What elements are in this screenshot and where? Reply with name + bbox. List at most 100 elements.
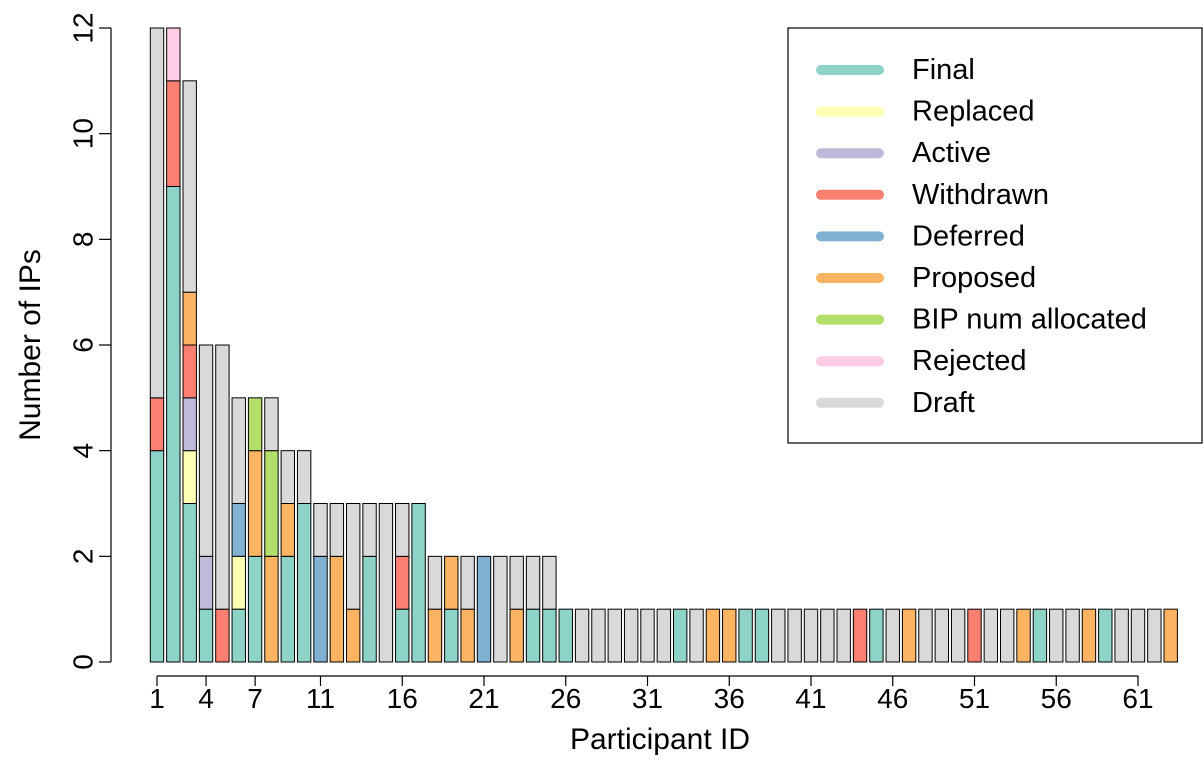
- legend-item: Proposed: [816, 262, 1036, 294]
- bar-stack: [820, 608, 835, 663]
- bar-stack: [313, 503, 328, 663]
- legend: Final Replaced Active Withdrawn Deferred Prop…: [787, 27, 1203, 444]
- bar-stack: [754, 608, 770, 663]
- bar-stack: [231, 397, 246, 663]
- bar-segment-final: [296, 503, 312, 663]
- x-tick-label: 7: [247, 683, 263, 714]
- y-tick-label: 2: [68, 549, 99, 565]
- bar-stack: [640, 608, 655, 663]
- bar-segment-draft: [640, 608, 655, 663]
- y-tick-label: 4: [68, 443, 99, 459]
- bar-stack: [198, 344, 214, 663]
- bar-segment-draft: [803, 608, 819, 663]
- bar-segment-final: [149, 450, 165, 663]
- legend-item: BIP num allocated: [816, 304, 1147, 336]
- x-axis: 1 4 7 11 16 21 26 31 36 41 46 51 56 61: [149, 675, 1154, 714]
- bar-segment-draft: [395, 503, 410, 557]
- bar-segment-withdrawn: [149, 397, 165, 452]
- bar-segment-draft: [378, 503, 394, 663]
- bar-segment-proposed: [901, 608, 917, 663]
- x-tick-label: 41: [795, 683, 826, 714]
- bar-segment-draft: [460, 555, 475, 610]
- bar-segment-proposed: [509, 608, 524, 663]
- bar-segment-proposed: [444, 555, 459, 610]
- bar-stack: [346, 503, 361, 663]
- bar-stack: [296, 450, 312, 663]
- legend-item: Withdrawn: [816, 179, 1049, 211]
- bar-segment-final: [411, 503, 426, 663]
- bar-segment-proposed: [722, 608, 737, 663]
- x-axis-label: Participant ID: [570, 723, 750, 756]
- bar-segment-final: [231, 608, 246, 663]
- bar-segment-withdrawn: [852, 608, 868, 663]
- bar-segment-draft: [313, 503, 328, 557]
- bar-segment-draft: [493, 555, 508, 663]
- bar-stack: [689, 608, 704, 663]
- bar-segment-active: [182, 397, 197, 452]
- bar-segment-draft: [591, 608, 606, 663]
- bar-stack: [1163, 608, 1178, 663]
- bar-stack: [525, 555, 541, 663]
- bar-segment-draft: [346, 503, 361, 610]
- bar-segment-proposed: [280, 503, 296, 557]
- y-tick-label: 0: [68, 654, 99, 670]
- bar-stack: [722, 608, 737, 663]
- bar-stack: [1000, 608, 1015, 663]
- bar-segment-draft: [607, 608, 622, 663]
- bar-segment-final: [247, 555, 263, 663]
- bar-segment-withdrawn: [166, 80, 181, 187]
- y-tick-label: 6: [68, 337, 99, 353]
- legend-item: Rejected: [816, 345, 1026, 377]
- bar-stack: [1049, 608, 1064, 663]
- x-tick-label: 36: [714, 683, 745, 714]
- bar-segment-rejected: [166, 27, 181, 82]
- bar-segment-final: [542, 608, 557, 663]
- bar-stack: [934, 608, 949, 663]
- bar-segment-draft: [280, 450, 296, 505]
- bar-segment-withdrawn: [395, 555, 410, 610]
- legend-label: Proposed: [912, 262, 1036, 294]
- legend-item: Active: [816, 137, 991, 169]
- bar-stack: [607, 608, 622, 663]
- bar-segment-proposed: [264, 555, 279, 663]
- x-tick-label: 16: [387, 683, 418, 714]
- y-tick-label: 10: [68, 118, 99, 149]
- bar-segment-draft: [820, 608, 835, 663]
- bar-segment-draft: [231, 397, 246, 504]
- x-tick-label: 21: [468, 683, 499, 714]
- bar-segment-bip-num-allocated: [264, 450, 279, 557]
- bar-segment-draft: [771, 608, 786, 663]
- bar-segment-draft: [198, 344, 214, 557]
- legend-item: Replaced: [816, 96, 1035, 128]
- legend-label: Rejected: [912, 345, 1026, 377]
- bar-stack: [771, 608, 786, 663]
- bar-stack: [1081, 608, 1097, 663]
- bar-stack: [705, 608, 721, 663]
- bar-stack: [542, 555, 557, 663]
- bar-stack: [378, 503, 394, 663]
- x-tick-label: 11: [306, 683, 335, 714]
- bar-stack: [1147, 608, 1162, 663]
- bar-stack: [656, 608, 672, 663]
- bar-segment-withdrawn: [215, 608, 230, 663]
- bar-stack: [1016, 608, 1031, 663]
- bar-segment-draft: [574, 608, 590, 663]
- bar-stack: [395, 503, 410, 663]
- bar-segment-final: [198, 608, 214, 663]
- y-axis: 0 2 4 6 8 10 12: [68, 12, 112, 670]
- bar-segment-draft: [1065, 608, 1080, 663]
- legend-label: Withdrawn: [912, 179, 1049, 211]
- bar-segment-final: [395, 608, 410, 663]
- bar-stack: [738, 608, 753, 663]
- bar-segment-draft: [509, 555, 524, 610]
- legend-label: Deferred: [912, 220, 1025, 252]
- bar-stack: [787, 608, 802, 663]
- bar-segment-final: [558, 608, 573, 663]
- bar-segment-draft: [1147, 608, 1162, 663]
- bar-stack: [803, 608, 819, 663]
- legend-label: Active: [912, 137, 991, 169]
- bar-stack: [444, 555, 459, 663]
- bar-stack: [493, 555, 508, 663]
- bar-segment-final: [1032, 608, 1048, 663]
